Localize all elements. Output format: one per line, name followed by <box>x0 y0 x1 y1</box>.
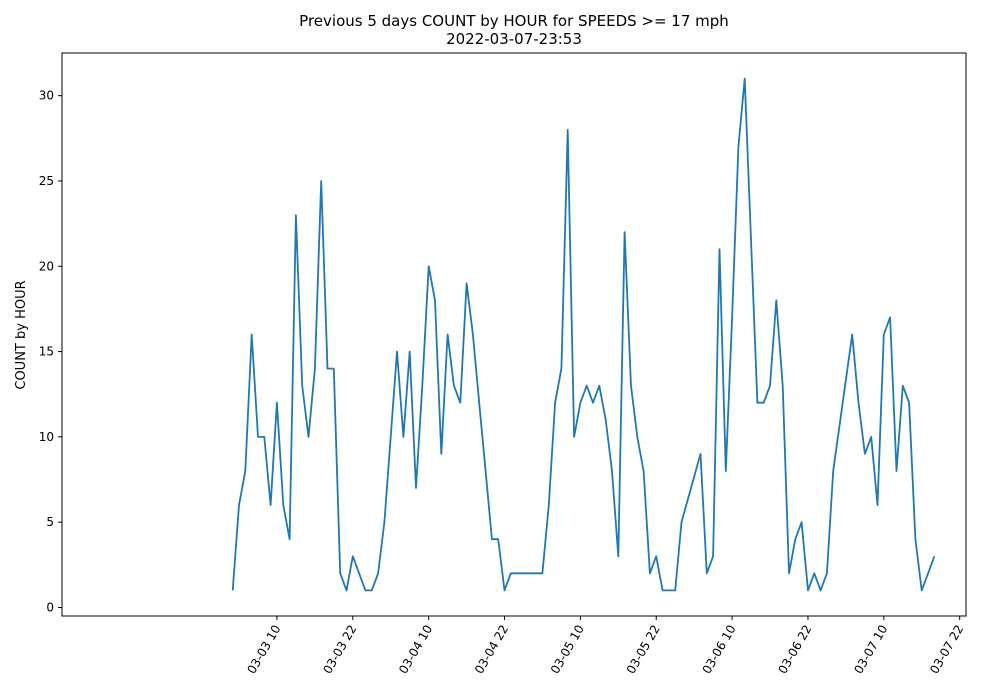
x-tick-label: 03-04 10 <box>396 623 435 677</box>
x-tick-label: 03-06 10 <box>700 623 739 677</box>
y-tick-label: 0 <box>46 600 54 614</box>
x-tick-label: 03-07 22 <box>927 623 966 677</box>
x-tick-label: 03-07 10 <box>851 623 890 677</box>
plot-frame <box>61 52 967 617</box>
series-line <box>231 77 936 592</box>
x-tick-label: 03-06 22 <box>775 623 814 677</box>
x-tick-label: 03-03 22 <box>320 623 359 677</box>
y-tick-label: 30 <box>39 89 54 103</box>
x-tick-label: 03-03 10 <box>244 623 283 677</box>
x-tick-label: 03-05 22 <box>624 623 663 677</box>
y-axis: 0 5 10 15 20 25 30 <box>39 89 62 614</box>
x-axis: 03-03 10 03-03 22 03-04 10 03-04 22 03-05 10… <box>244 616 966 676</box>
y-tick-label: 15 <box>39 345 54 359</box>
y-tick-label: 10 <box>39 430 54 444</box>
chart-title: Previous 5 days COUNT by HOUR for SPEEDS… <box>299 12 729 30</box>
chart-subtitle: 2022-03-07-23:53 <box>446 30 582 48</box>
x-tick-label: 03-04 22 <box>472 623 511 677</box>
y-tick-label: 25 <box>39 174 54 188</box>
y-axis-label: COUNT by HOUR <box>14 280 29 389</box>
x-tick-label: 03-05 10 <box>548 623 587 677</box>
series-layer <box>231 77 936 592</box>
y-tick-label: 5 <box>46 515 54 529</box>
y-tick-label: 20 <box>39 259 54 273</box>
